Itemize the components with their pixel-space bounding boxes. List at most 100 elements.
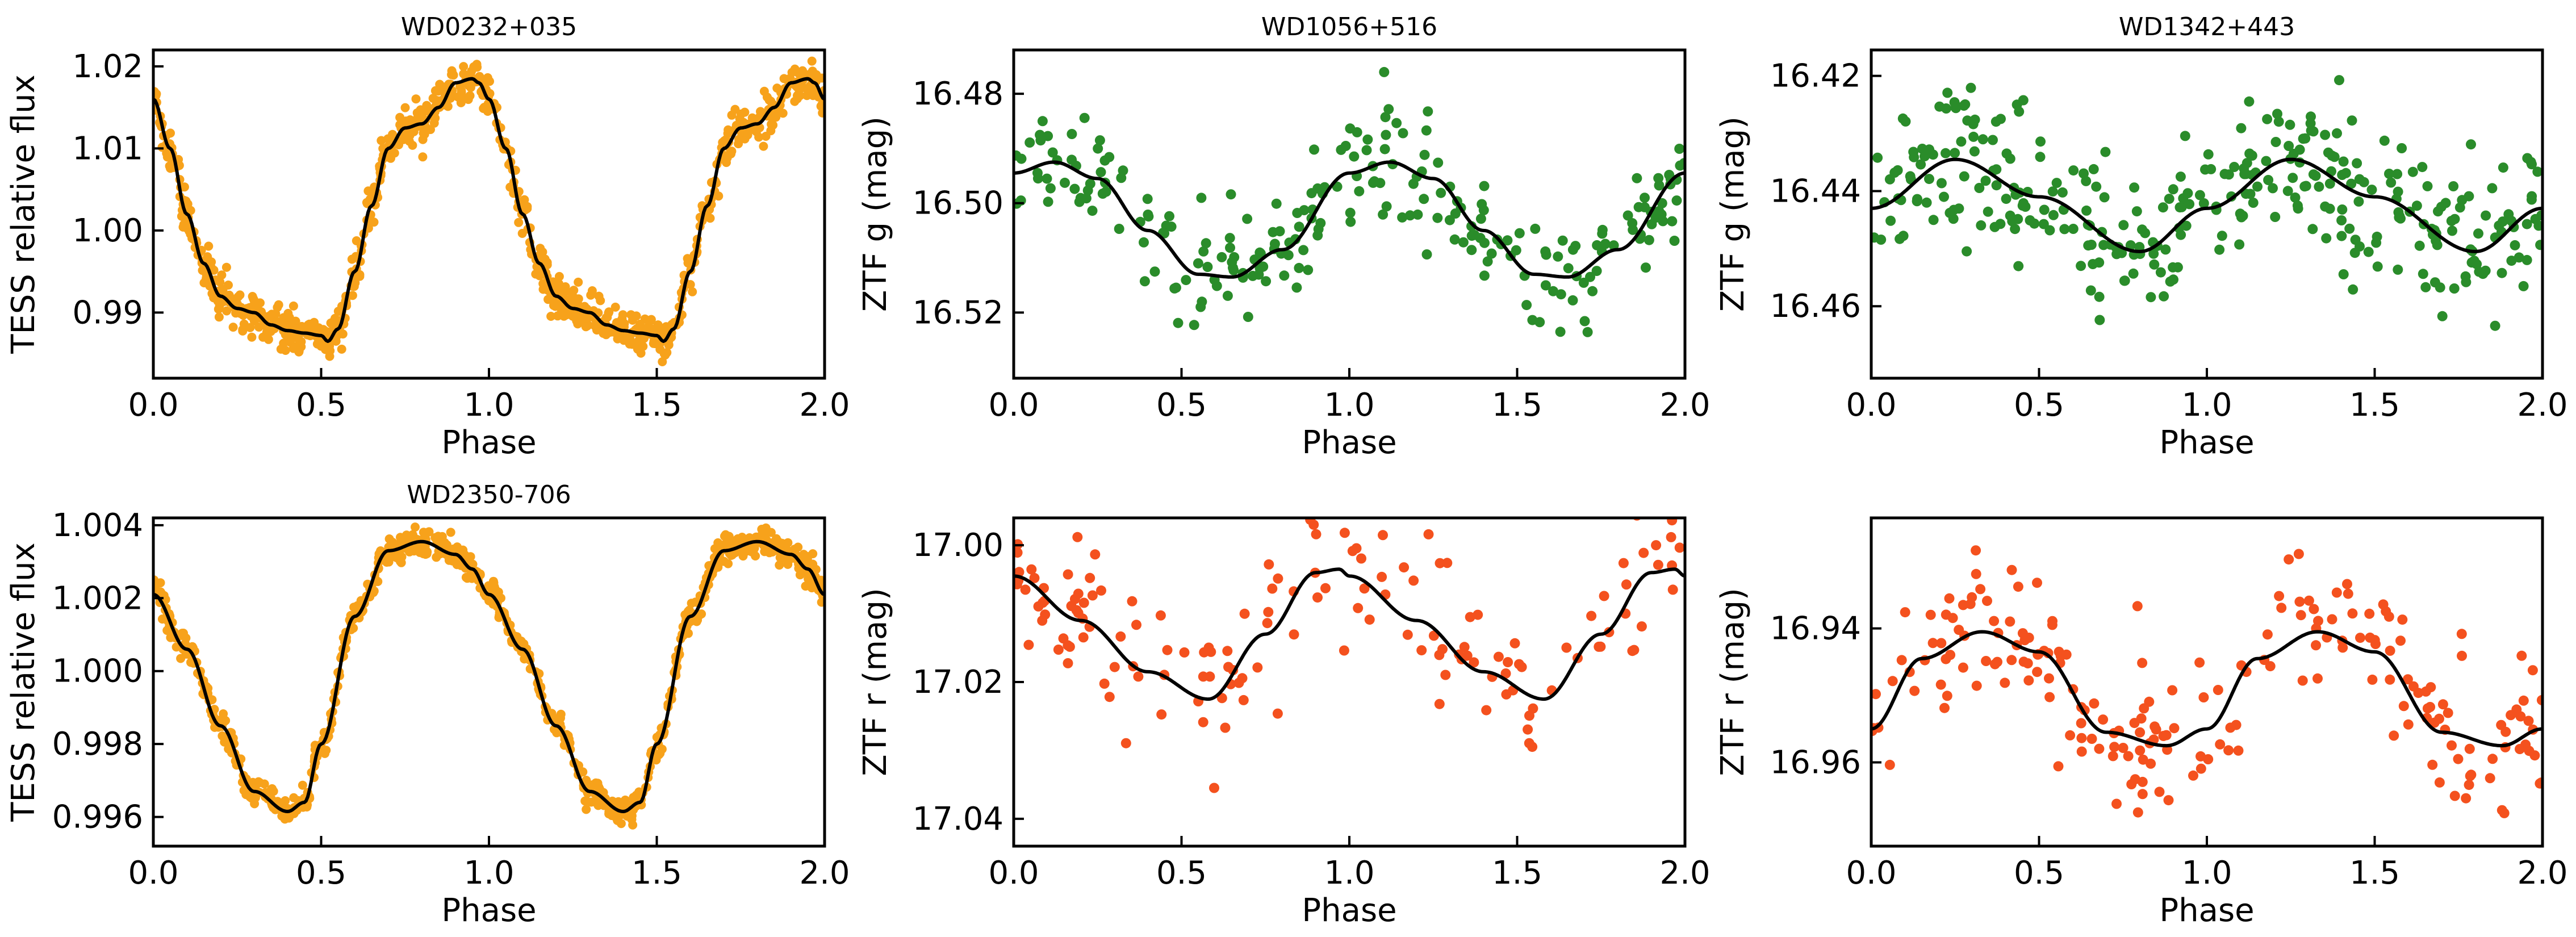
data-point: [2262, 114, 2273, 124]
data-point: [587, 286, 597, 295]
data-point: [2146, 292, 2156, 303]
data-point: [1309, 144, 1319, 155]
data-point: [2123, 751, 2134, 762]
data-point: [276, 344, 286, 354]
data-point: [817, 100, 825, 109]
data-point: [2194, 657, 2205, 668]
data-point: [298, 780, 307, 790]
data-point: [685, 280, 695, 290]
data-point: [459, 62, 469, 72]
data-point: [2338, 269, 2349, 279]
data-point: [1377, 571, 1387, 582]
data-point: [1099, 678, 1110, 689]
data-point: [2309, 604, 2319, 614]
scatter-points: [1871, 75, 2542, 331]
data-point: [404, 136, 414, 146]
data-point: [1349, 151, 1360, 162]
data-point: [2138, 754, 2148, 765]
data-point: [2518, 695, 2529, 706]
data-point: [2272, 108, 2282, 119]
data-point: [2389, 730, 2399, 741]
data-point: [2236, 123, 2247, 133]
data-point: [2306, 126, 2316, 136]
data-point: [2514, 252, 2524, 263]
data-point: [2213, 685, 2223, 695]
data-point: [1115, 631, 1126, 642]
data-point: [628, 315, 637, 325]
data-point: [415, 547, 425, 557]
data-point: [176, 654, 186, 663]
x-tick-label: 1.5: [1492, 387, 1542, 424]
data-point: [538, 279, 548, 288]
panel-wd1342-443-r: 0.0 0.5 1.0 1.5 2.0 16.94 16.96 Phase ZTF r (mag…: [1714, 516, 2568, 929]
data-point: [1435, 558, 1445, 568]
data-point: [2413, 688, 2424, 698]
data-point: [2012, 99, 2022, 110]
x-tick-label: 0.5: [1156, 855, 1207, 892]
data-point: [423, 528, 433, 537]
data-point: [2139, 703, 2150, 714]
data-point: [2203, 754, 2214, 764]
data-point: [2490, 320, 2500, 331]
data-point: [264, 334, 273, 344]
data-point: [2175, 171, 2186, 182]
y-tick-label: 0.99: [72, 294, 143, 331]
data-point: [2007, 216, 2018, 227]
data-point: [646, 315, 656, 324]
data-point: [433, 532, 443, 541]
data-point: [1063, 569, 1073, 580]
data-point: [1939, 191, 1949, 202]
data-point: [2023, 633, 2034, 643]
data-point: [2155, 267, 2166, 278]
data-point: [1927, 638, 1938, 649]
data-point: [1060, 177, 1070, 188]
data-point: [199, 278, 209, 287]
data-point: [458, 93, 467, 102]
data-point: [2372, 261, 2383, 272]
data-point: [1133, 671, 1144, 682]
data-point: [610, 302, 620, 312]
data-point: [2001, 148, 2012, 159]
data-point: [2327, 614, 2337, 625]
data-point: [2076, 261, 2086, 271]
data-point: [1267, 583, 1278, 594]
data-point: [766, 126, 776, 136]
data-point: [1975, 584, 1986, 595]
data-point: [1941, 148, 1951, 158]
data-point: [2196, 763, 2206, 774]
data-point: [2270, 212, 2281, 222]
data-point: [1227, 257, 1237, 267]
data-point: [2447, 740, 2457, 751]
data-point: [2348, 284, 2358, 295]
data-point: [2203, 149, 2214, 160]
axes-frame: [1012, 516, 1687, 848]
data-point: [613, 815, 622, 825]
data-point: [260, 779, 269, 789]
data-point: [1075, 193, 1086, 203]
data-point: [1548, 286, 1558, 296]
data-point: [1306, 188, 1317, 199]
data-point: [2308, 169, 2319, 180]
data-point: [1900, 607, 1910, 618]
data-point: [2100, 147, 2111, 157]
data-point: [1423, 106, 1433, 117]
data-point: [1261, 276, 1272, 287]
data-point: [1311, 529, 1322, 539]
data-point: [1555, 289, 1566, 300]
data-point: [1069, 183, 1080, 194]
data-point: [517, 229, 527, 238]
data-point: [764, 548, 774, 558]
data-point: [2393, 264, 2403, 275]
data-point: [1667, 584, 1678, 595]
data-point: [369, 586, 379, 596]
data-point: [337, 344, 346, 354]
y-tick-label: 16.46: [1770, 288, 1861, 325]
data-point: [2464, 743, 2475, 754]
data-point: [304, 319, 314, 329]
data-point: [1540, 280, 1551, 291]
data-point: [1099, 155, 1110, 166]
data-point: [1969, 146, 1980, 157]
data-point: [2094, 315, 2105, 325]
data-point: [2363, 246, 2374, 257]
data-point: [1555, 327, 1566, 337]
